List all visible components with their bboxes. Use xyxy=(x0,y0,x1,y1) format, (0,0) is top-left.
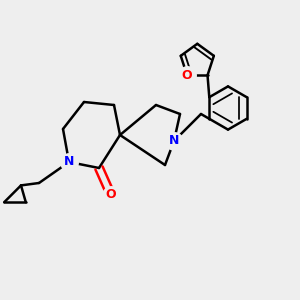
Text: O: O xyxy=(106,188,116,202)
Text: N: N xyxy=(169,134,179,148)
Text: O: O xyxy=(182,69,192,82)
Text: N: N xyxy=(64,155,74,169)
